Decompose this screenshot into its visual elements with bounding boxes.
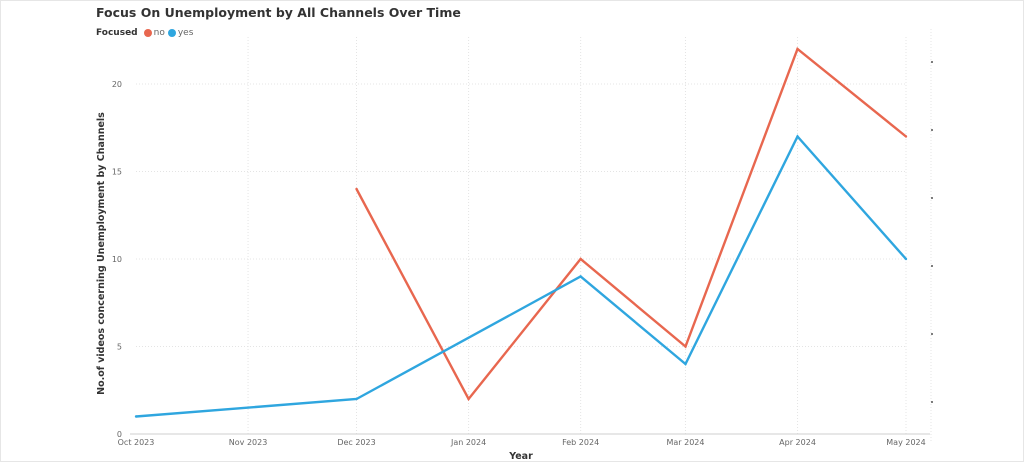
x-tick-label-7: May 2024 bbox=[886, 438, 925, 447]
secondary-axis-tick-3 bbox=[931, 265, 933, 267]
series-layer bbox=[134, 47, 908, 418]
legend-label-yes: yes bbox=[177, 28, 194, 38]
y-tick-label-20: 20 bbox=[112, 80, 122, 89]
legend: Focused no yes bbox=[96, 28, 196, 38]
x-tick-label-1: Nov 2023 bbox=[229, 438, 268, 447]
x-tick-label-2: Dec 2023 bbox=[337, 438, 375, 447]
secondary-axis-tick-1 bbox=[931, 129, 933, 131]
legend-label-no: no bbox=[153, 28, 165, 38]
secondary-axis-tick-4 bbox=[931, 333, 933, 335]
x-tick-label-4: Feb 2024 bbox=[562, 438, 599, 447]
data-point-no-2[interactable] bbox=[579, 257, 582, 261]
secondary-axis-tick-2 bbox=[931, 197, 933, 199]
y-tick-label-10: 10 bbox=[112, 255, 122, 264]
y-tick-label-15: 15 bbox=[112, 168, 122, 177]
y-tick-label-0: 0 bbox=[117, 430, 122, 439]
x-tick-label-6: Apr 2024 bbox=[779, 438, 816, 447]
secondary-axis-tick-0 bbox=[931, 61, 933, 63]
data-point-no-0[interactable] bbox=[355, 187, 358, 191]
grid bbox=[136, 37, 907, 434]
data-point-yes-1[interactable] bbox=[355, 397, 358, 401]
data-point-yes-0[interactable] bbox=[134, 415, 138, 418]
x-tick-label-3: Jan 2024 bbox=[450, 438, 486, 447]
data-point-yes-3[interactable] bbox=[684, 362, 687, 366]
x-axis-title: Year bbox=[508, 451, 533, 462]
secondary-axis-tick-5 bbox=[931, 401, 933, 403]
legend-dot-yes bbox=[167, 29, 176, 37]
series-line-no[interactable] bbox=[355, 47, 907, 402]
data-point-no-4[interactable] bbox=[796, 47, 799, 51]
data-point-no-3[interactable] bbox=[684, 345, 687, 348]
legend-item-no[interactable]: no bbox=[143, 28, 165, 38]
data-point-yes-2[interactable] bbox=[579, 275, 582, 278]
legend-dot-no bbox=[143, 29, 152, 37]
axes: 0 5 10 15 20 Oct 2023 Nov 2023 Dec 2023 Jan 2024… bbox=[112, 29, 933, 447]
legend-title: Focused bbox=[96, 28, 138, 38]
data-point-no-5[interactable] bbox=[904, 135, 908, 138]
chart-title: Focus On Unemployment by All Channels Ov… bbox=[96, 5, 461, 20]
data-point-yes-4[interactable] bbox=[796, 135, 799, 138]
data-point-no-1[interactable] bbox=[467, 397, 470, 401]
x-tick-label-0: Oct 2023 bbox=[118, 438, 155, 447]
legend-item-yes[interactable]: yes bbox=[167, 28, 194, 38]
y-axis-title: No.of videos concerning Unemployment by … bbox=[96, 112, 107, 395]
series-line-yes[interactable] bbox=[135, 134, 907, 418]
x-tick-label-5: Mar 2024 bbox=[666, 438, 704, 447]
y-tick-label-5: 5 bbox=[117, 343, 122, 352]
data-point-yes-5[interactable] bbox=[904, 257, 908, 261]
